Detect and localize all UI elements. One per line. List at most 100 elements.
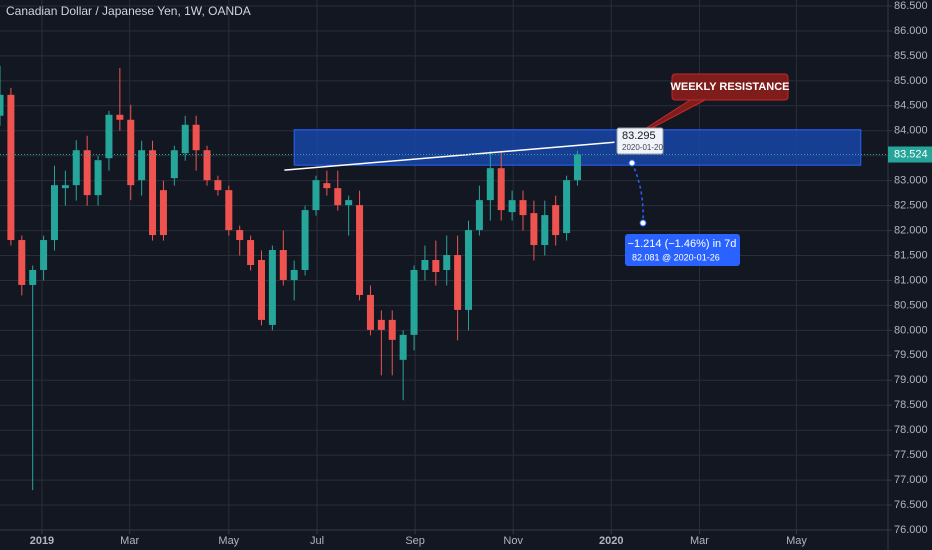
projection-box [625,234,740,266]
candle-body [421,260,429,270]
candle-body [573,154,581,181]
candle-body [138,150,146,181]
candle-body [203,150,211,181]
candle-body [366,294,374,330]
candle-body [94,160,102,196]
callout-text: WEEKLY RESISTANCE [671,81,790,93]
point-label-date: 2020-01-20 [622,143,663,152]
y-tick-label: 80.500 [894,299,928,311]
x-tick-label: May [218,535,239,547]
candle-body [105,114,113,159]
candle-body [50,185,58,241]
candle-body [563,180,571,234]
y-tick-label: 78.000 [894,424,928,436]
y-tick-label: 83.000 [894,175,928,187]
candle-body [552,205,560,236]
last-price-box [888,146,932,163]
callout-box [671,73,789,101]
point-label-box [616,127,664,155]
y-tick-label: 84.500 [894,100,928,112]
candle-body [388,319,396,340]
x-tick-label: Mar [690,535,709,547]
x-tick-label: Sep [405,535,425,547]
candle-body [257,260,265,320]
candle-body [312,180,320,211]
y-tick-label: 76.500 [894,499,928,511]
y-tick-label: 86.500 [894,0,928,12]
y-tick-label: 78.500 [894,399,928,411]
candle-body [410,269,418,335]
candle-body [192,124,200,151]
candle-body [301,210,309,270]
y-tick-label: 86.000 [894,25,928,37]
candle-body [18,240,26,285]
x-tick-label: Jul [310,535,324,547]
candle-body [377,319,385,330]
candle-body [7,94,15,241]
candle-body [399,334,407,360]
projection-target: 82.081 @ 2020-01-26 [632,252,720,262]
chart-title: Canadian Dollar / Japanese Yen, 1W, OAND… [6,4,251,18]
y-tick-label: 79.000 [894,374,928,386]
candle-body [72,150,80,186]
candle-body [149,150,157,236]
y-tick-label: 77.000 [894,474,928,486]
y-tick-label: 81.500 [894,249,928,261]
y-tick-label: 80.000 [894,324,928,336]
projection-start [628,159,636,167]
x-tick-label: 2019 [30,535,54,547]
point-label-value: 83.295 [622,130,656,142]
candle-body [127,119,135,186]
candle-body [61,185,69,189]
y-tick-label: 82.000 [894,224,928,236]
y-tick-label: 76.000 [894,524,928,536]
projection-arrow [631,162,644,223]
y-tick-label: 77.500 [894,449,928,461]
candle-body [475,200,483,231]
candle-body [29,269,37,285]
candle-body [323,183,331,189]
candle-body [541,215,549,246]
candle-body [225,190,233,231]
candle-body [530,213,538,246]
candle-body [279,250,287,280]
candle-body [268,250,276,325]
candle-body [214,180,222,191]
candle-body [345,200,353,206]
trendline [284,141,615,171]
candle-body [443,255,451,270]
candle-body [454,255,462,310]
candle-body [486,168,494,201]
candles [0,65,581,491]
y-tick-label: 79.500 [894,349,928,361]
candle-body [236,230,244,241]
axes: 76.000 76.500 77.000 77.500 78.000 78.500 79.0… [30,0,932,547]
candle-body [170,150,178,179]
y-tick-label: 81.000 [894,274,928,286]
x-tick-label: Mar [120,535,139,547]
candle-body [83,150,91,196]
candle-body [181,124,189,154]
x-tick-label: Nov [503,535,523,547]
candle-body [497,168,505,211]
last-price-label: 83.524 [894,148,928,160]
candle-body [0,94,4,116]
candle-body [519,200,527,216]
projection-end [639,219,647,227]
candle-body [247,240,255,265]
y-tick-label: 82.500 [894,200,928,212]
y-tick-label: 85.500 [894,50,928,62]
candle-body [159,190,167,236]
candle-body [432,260,440,272]
candle-body [290,269,298,280]
x-tick-label: 2020 [599,535,623,547]
candle-body [40,240,48,270]
y-tick-label: 84.000 [894,125,928,137]
candle-body [356,205,364,295]
candle-body [116,114,124,120]
x-tick-label: May [786,535,807,547]
candle-body [334,188,342,206]
y-tick-label: 85.000 [894,75,928,87]
